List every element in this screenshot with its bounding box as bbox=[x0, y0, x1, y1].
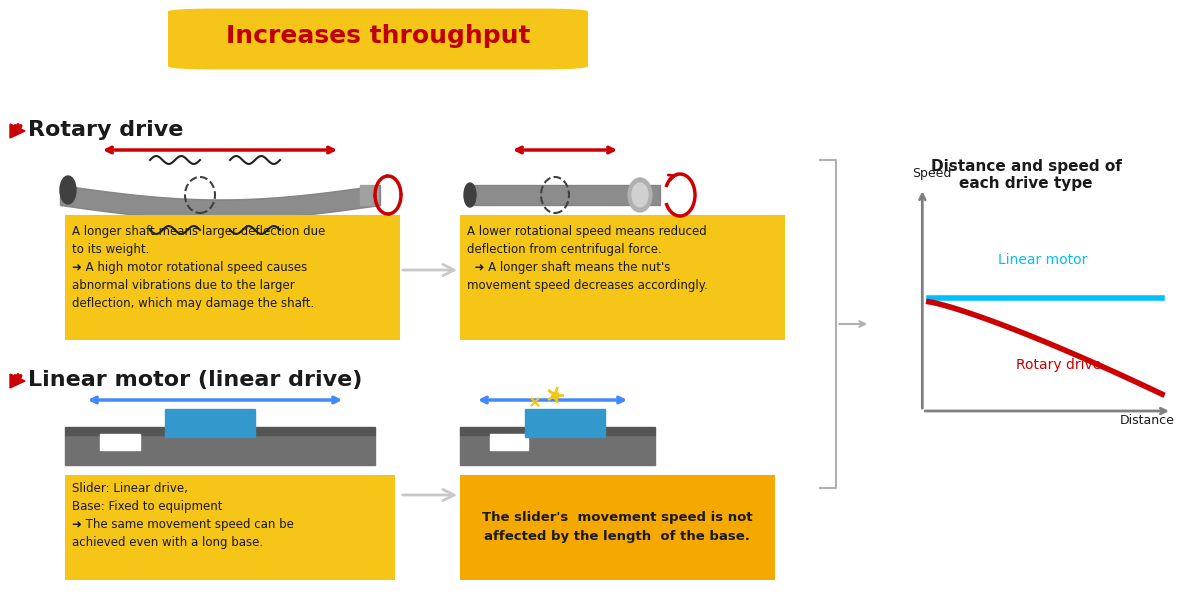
Ellipse shape bbox=[60, 176, 76, 204]
Text: Rotary drive: Rotary drive bbox=[1015, 358, 1102, 372]
Text: Slider: Linear drive,
Base: Fixed to equipment
➜ The same movement speed can be
: Slider: Linear drive, Base: Fixed to equ… bbox=[72, 482, 294, 549]
Text: Linear motor (linear drive): Linear motor (linear drive) bbox=[28, 370, 362, 390]
Text: Increases throughput: Increases throughput bbox=[226, 24, 530, 48]
Polygon shape bbox=[10, 374, 25, 388]
Bar bbox=[460, 435, 655, 465]
Bar bbox=[65, 435, 374, 465]
Text: Distance and speed of
each drive type: Distance and speed of each drive type bbox=[930, 159, 1122, 191]
Bar bbox=[360, 185, 378, 205]
FancyArrowPatch shape bbox=[403, 265, 454, 275]
Bar bbox=[100, 434, 140, 450]
Text: Linear motor: Linear motor bbox=[997, 253, 1087, 267]
Text: A lower rotational speed means reduced
deflection from centrifugal force.
  ➜ A : A lower rotational speed means reduced d… bbox=[467, 225, 708, 292]
FancyBboxPatch shape bbox=[65, 215, 400, 340]
FancyBboxPatch shape bbox=[65, 475, 395, 580]
Bar bbox=[490, 434, 528, 450]
Polygon shape bbox=[10, 124, 25, 138]
Bar bbox=[526, 409, 605, 437]
FancyBboxPatch shape bbox=[168, 8, 588, 70]
Text: A longer shaft means larger deflection due
to its weight.
➜ A high motor rotatio: A longer shaft means larger deflection d… bbox=[72, 225, 325, 310]
FancyArrowPatch shape bbox=[403, 490, 454, 500]
Text: without slowing down!: without slowing down! bbox=[575, 24, 913, 48]
FancyBboxPatch shape bbox=[460, 475, 775, 580]
FancyBboxPatch shape bbox=[460, 215, 785, 340]
Ellipse shape bbox=[464, 183, 476, 207]
Ellipse shape bbox=[628, 178, 652, 212]
Bar bbox=[166, 409, 256, 437]
Text: Distance: Distance bbox=[1120, 413, 1175, 427]
Bar bbox=[460, 427, 655, 435]
Ellipse shape bbox=[632, 183, 648, 207]
Text: The slider's  movement speed is not
affected by the length  of the base.: The slider's movement speed is not affec… bbox=[481, 511, 752, 543]
Text: Rotary drive: Rotary drive bbox=[28, 120, 184, 140]
Text: Speed: Speed bbox=[913, 167, 952, 180]
Bar bbox=[65, 427, 374, 435]
